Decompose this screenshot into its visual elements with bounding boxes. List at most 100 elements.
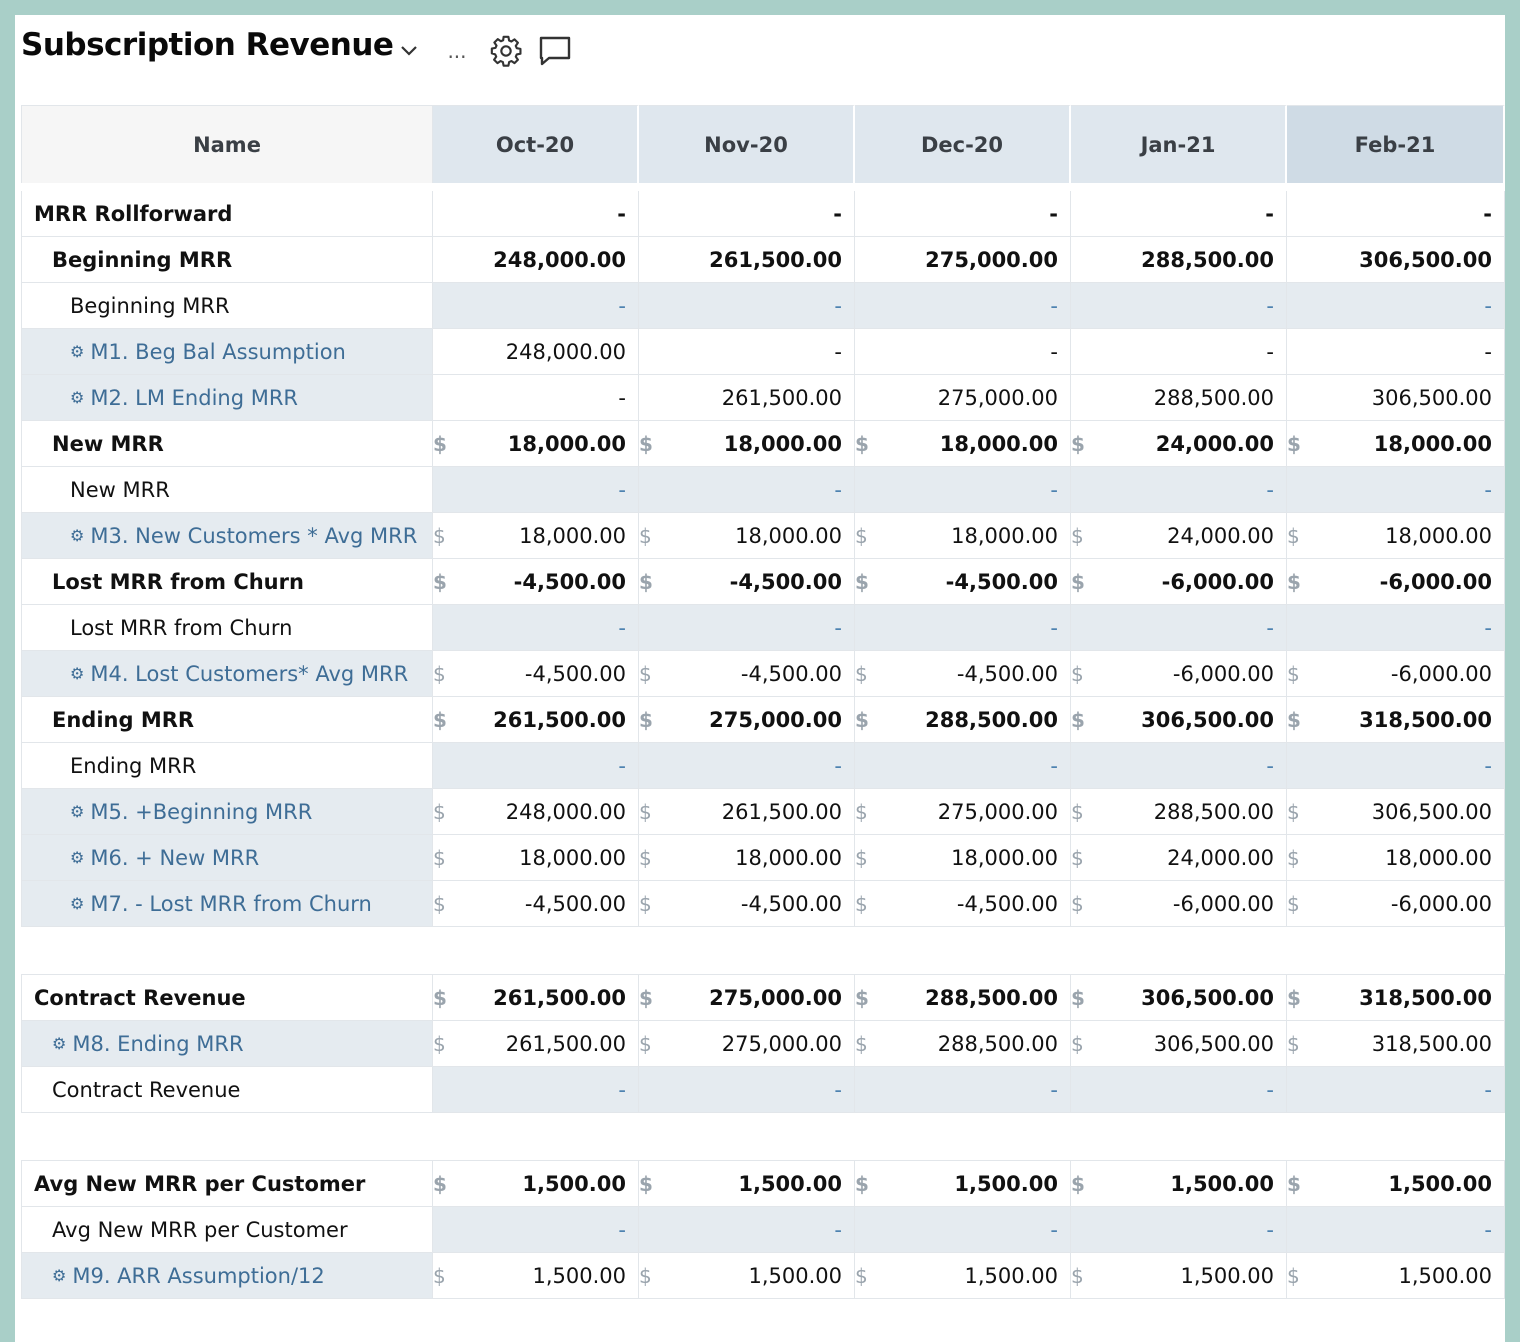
value-cell-oct-20[interactable]: $261,500.00 — [433, 1021, 639, 1066]
value-cell-jan-21[interactable]: - — [1071, 329, 1287, 374]
value-cell-oct-20[interactable]: $261,500.00 — [433, 975, 639, 1020]
value-cell-feb-21[interactable]: $1,500.00 — [1287, 1161, 1505, 1206]
row-label-contract-revenue[interactable]: Contract Revenue — [21, 975, 433, 1020]
value-cell-dec-20[interactable]: $288,500.00 — [855, 975, 1071, 1020]
value-cell-dec-20[interactable]: - — [855, 605, 1071, 650]
value-cell-feb-21[interactable]: - — [1287, 329, 1505, 374]
value-cell-feb-21[interactable]: $1,500.00 — [1287, 1253, 1505, 1298]
value-cell-nov-20[interactable]: $ -4,500.00 — [639, 651, 855, 696]
value-cell-feb-21[interactable]: $ -6,000.00 — [1287, 881, 1505, 926]
value-cell-dec-20[interactable]: $ -4,500.00 — [855, 881, 1071, 926]
value-cell-oct-20[interactable]: $261,500.00 — [433, 697, 639, 742]
value-cell-dec-20[interactable]: - — [855, 329, 1071, 374]
value-cell-nov-20[interactable]: $ -4,500.00 — [639, 559, 855, 604]
column-header-name[interactable]: Name — [21, 105, 433, 183]
value-cell-nov-20[interactable]: $261,500.00 — [639, 789, 855, 834]
value-cell-feb-21[interactable]: - — [1287, 605, 1505, 650]
row-label-m2[interactable]: ⚙ M2. LM Ending MRR — [21, 375, 433, 420]
value-cell-jan-21[interactable]: $ -6,000.00 — [1071, 881, 1287, 926]
value-cell-nov-20[interactable]: - — [639, 329, 855, 374]
value-cell-dec-20[interactable]: - — [855, 743, 1071, 788]
row-label-ending-mrr[interactable]: Ending MRR — [21, 697, 433, 742]
value-cell-jan-21[interactable]: $1,500.00 — [1071, 1253, 1287, 1298]
value-cell-dec-20[interactable]: - — [855, 1207, 1071, 1252]
value-cell-feb-21[interactable]: - — [1287, 191, 1505, 236]
value-cell-nov-20[interactable]: - — [639, 191, 855, 236]
row-label-m9[interactable]: ⚙ M9. ARR Assumption/12 — [21, 1253, 433, 1298]
value-cell-oct-20[interactable]: $ -4,500.00 — [433, 881, 639, 926]
value-cell-dec-20[interactable]: $ -4,500.00 — [855, 559, 1071, 604]
value-cell-dec-20[interactable]: - — [855, 191, 1071, 236]
value-cell-nov-20[interactable]: 261,500.00 — [639, 375, 855, 420]
value-cell-nov-20[interactable]: $1,500.00 — [639, 1161, 855, 1206]
value-cell-dec-20[interactable]: 275,000.00 — [855, 237, 1071, 282]
row-label-avg-new-mrr-sub[interactable]: Avg New MRR per Customer — [21, 1207, 433, 1252]
value-cell-feb-21[interactable]: - — [1287, 1067, 1505, 1112]
row-label-m3[interactable]: ⚙ M3. New Customers * Avg MRR — [21, 513, 433, 558]
value-cell-oct-20[interactable]: - — [433, 605, 639, 650]
value-cell-feb-21[interactable]: $ -6,000.00 — [1287, 651, 1505, 696]
comment-icon[interactable] — [535, 33, 575, 69]
value-cell-oct-20[interactable]: $18,000.00 — [433, 421, 639, 466]
value-cell-jan-21[interactable]: $306,500.00 — [1071, 1021, 1287, 1066]
value-cell-dec-20[interactable]: $ -4,500.00 — [855, 651, 1071, 696]
value-cell-oct-20[interactable]: - — [433, 1207, 639, 1252]
value-cell-dec-20[interactable]: $18,000.00 — [855, 513, 1071, 558]
value-cell-jan-21[interactable]: $24,000.00 — [1071, 421, 1287, 466]
value-cell-oct-20[interactable]: - — [433, 375, 639, 420]
value-cell-dec-20[interactable]: $288,500.00 — [855, 1021, 1071, 1066]
value-cell-nov-20[interactable]: $275,000.00 — [639, 1021, 855, 1066]
value-cell-nov-20[interactable]: - — [639, 605, 855, 650]
value-cell-oct-20[interactable]: $ -4,500.00 — [433, 651, 639, 696]
value-cell-feb-21[interactable]: $ -6,000.00 — [1287, 559, 1505, 604]
value-cell-feb-21[interactable]: $18,000.00 — [1287, 835, 1505, 880]
value-cell-nov-20[interactable]: $1,500.00 — [639, 1253, 855, 1298]
value-cell-jan-21[interactable]: $288,500.00 — [1071, 789, 1287, 834]
value-cell-dec-20[interactable]: - — [855, 283, 1071, 328]
value-cell-dec-20[interactable]: $1,500.00 — [855, 1253, 1071, 1298]
value-cell-jan-21[interactable]: $24,000.00 — [1071, 513, 1287, 558]
row-label-new-mrr-sub[interactable]: New MRR — [21, 467, 433, 512]
value-cell-jan-21[interactable]: $306,500.00 — [1071, 975, 1287, 1020]
value-cell-dec-20[interactable]: $1,500.00 — [855, 1161, 1071, 1206]
value-cell-oct-20[interactable]: $ -4,500.00 — [433, 559, 639, 604]
value-cell-oct-20[interactable]: $248,000.00 — [433, 789, 639, 834]
row-label-m7[interactable]: ⚙ M7. - Lost MRR from Churn — [21, 881, 433, 926]
value-cell-feb-21[interactable]: - — [1287, 1207, 1505, 1252]
value-cell-oct-20[interactable]: $1,500.00 — [433, 1161, 639, 1206]
value-cell-jan-21[interactable]: - — [1071, 1207, 1287, 1252]
value-cell-feb-21[interactable]: 306,500.00 — [1287, 375, 1505, 420]
value-cell-feb-21[interactable]: $18,000.00 — [1287, 421, 1505, 466]
column-header-dec-20[interactable]: Dec-20 — [855, 105, 1071, 183]
value-cell-oct-20[interactable]: - — [433, 283, 639, 328]
column-header-feb-21[interactable]: Feb-21 — [1287, 105, 1505, 183]
column-header-jan-21[interactable]: Jan-21 — [1071, 105, 1287, 183]
value-cell-jan-21[interactable]: $ -6,000.00 — [1071, 559, 1287, 604]
value-cell-jan-21[interactable]: $1,500.00 — [1071, 1161, 1287, 1206]
value-cell-jan-21[interactable]: 288,500.00 — [1071, 237, 1287, 282]
row-label-avg-new-mrr[interactable]: Avg New MRR per Customer — [21, 1161, 433, 1206]
value-cell-dec-20[interactable]: $18,000.00 — [855, 421, 1071, 466]
value-cell-oct-20[interactable]: - — [433, 1067, 639, 1112]
value-cell-oct-20[interactable]: - — [433, 467, 639, 512]
value-cell-jan-21[interactable]: - — [1071, 743, 1287, 788]
value-cell-jan-21[interactable]: - — [1071, 1067, 1287, 1112]
value-cell-dec-20[interactable]: - — [855, 1067, 1071, 1112]
value-cell-nov-20[interactable]: $ -4,500.00 — [639, 881, 855, 926]
value-cell-jan-21[interactable]: - — [1071, 283, 1287, 328]
value-cell-feb-21[interactable]: $318,500.00 — [1287, 1021, 1505, 1066]
value-cell-oct-20[interactable]: - — [433, 743, 639, 788]
value-cell-nov-20[interactable]: $18,000.00 — [639, 513, 855, 558]
value-cell-oct-20[interactable]: - — [433, 191, 639, 236]
value-cell-nov-20[interactable]: 261,500.00 — [639, 237, 855, 282]
chevron-down-icon[interactable] — [395, 33, 423, 69]
row-label-lost-mrr-sub[interactable]: Lost MRR from Churn — [21, 605, 433, 650]
row-label-m4[interactable]: ⚙ M4. Lost Customers* Avg MRR — [21, 651, 433, 696]
value-cell-feb-21[interactable]: $18,000.00 — [1287, 513, 1505, 558]
value-cell-oct-20[interactable]: $18,000.00 — [433, 513, 639, 558]
value-cell-jan-21[interactable]: - — [1071, 191, 1287, 236]
value-cell-feb-21[interactable]: $318,500.00 — [1287, 697, 1505, 742]
value-cell-nov-20[interactable]: - — [639, 283, 855, 328]
value-cell-oct-20[interactable]: 248,000.00 — [433, 329, 639, 374]
value-cell-dec-20[interactable]: $288,500.00 — [855, 697, 1071, 742]
